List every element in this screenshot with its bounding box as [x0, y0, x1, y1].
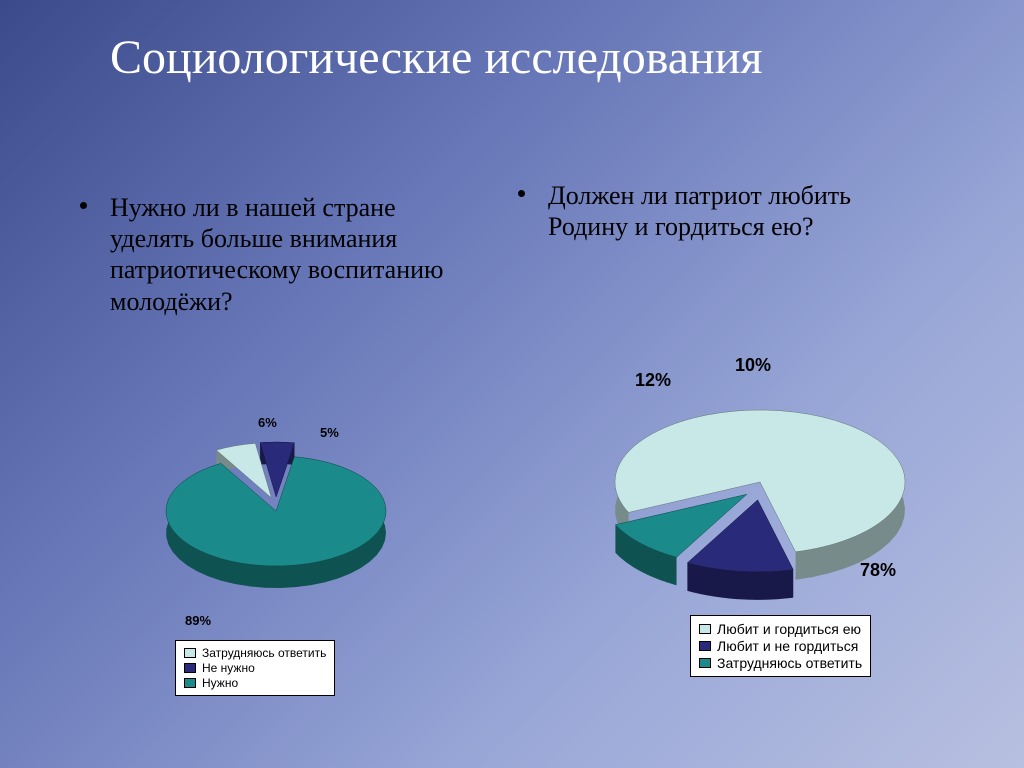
legend-swatch	[699, 624, 711, 634]
legend-right: Любит и гордиться ею Любит и не гордитьс…	[690, 615, 871, 677]
slide-title: Социологические исследования	[110, 30, 762, 85]
question-right-text: Должен ли патриот любить Родину и гордит…	[548, 181, 851, 241]
pie-left-label-0: 6%	[258, 415, 277, 430]
legend-row: Затрудняюсь ответить	[184, 646, 326, 660]
legend-text: Любит и не гордиться	[717, 638, 858, 654]
question-left: Нужно ли в нашей стране уделять больше в…	[110, 192, 460, 317]
pie-chart-right: 78% 12% 10% Любит и гордиться ею Любит и…	[560, 330, 980, 730]
bullet-icon	[80, 202, 87, 209]
legend-text: Затрудняюсь ответить	[717, 655, 862, 671]
bullet-icon	[518, 190, 525, 197]
legend-row: Любит и гордиться ею	[699, 621, 862, 637]
legend-row: Нужно	[184, 676, 326, 690]
legend-row: Любит и не гордиться	[699, 638, 862, 654]
legend-swatch	[184, 678, 196, 688]
legend-text: Любит и гордиться ею	[717, 621, 861, 637]
pie-right-label-0: 78%	[860, 560, 896, 581]
legend-swatch	[699, 658, 711, 668]
legend-swatch	[699, 641, 711, 651]
pie-left-label-2: 89%	[185, 613, 211, 628]
legend-swatch	[184, 648, 196, 658]
pie-right-label-1: 12%	[635, 370, 671, 391]
legend-left: Затрудняюсь ответить Не нужно Нужно	[175, 640, 335, 696]
question-left-text: Нужно ли в нашей стране уделять больше в…	[110, 193, 443, 316]
question-right: Должен ли патриот любить Родину и гордит…	[548, 180, 918, 242]
legend-row: Затрудняюсь ответить	[699, 655, 862, 671]
legend-text: Затрудняюсь ответить	[202, 646, 326, 660]
pie-right-label-2: 10%	[735, 355, 771, 376]
legend-row: Не нужно	[184, 661, 326, 675]
pie-left-label-1: 5%	[320, 425, 339, 440]
pie-chart-left: 6% 5% 89% Затрудняюсь ответить Не нужно …	[120, 415, 470, 735]
legend-text: Не нужно	[202, 661, 255, 675]
legend-swatch	[184, 663, 196, 673]
legend-text: Нужно	[202, 676, 238, 690]
